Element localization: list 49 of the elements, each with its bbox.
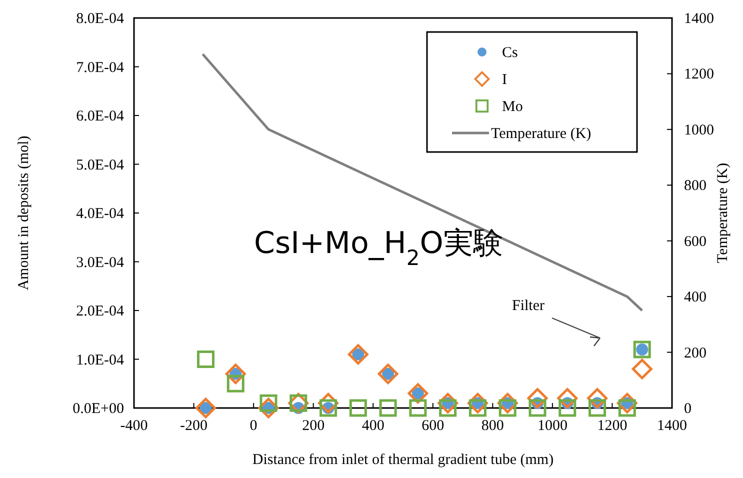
y2-tick-label: 0: [684, 401, 692, 417]
x-tick-label: -400: [120, 418, 148, 434]
point: [633, 340, 651, 358]
x-tick-label: 1000: [537, 418, 568, 434]
legend-label: Cs: [502, 45, 518, 61]
point: [226, 374, 244, 392]
point: [528, 399, 546, 417]
x-tick-label: 400: [362, 418, 384, 434]
x-tick-label: 0: [250, 418, 258, 434]
y-tick-label: 8.0E-04: [76, 11, 124, 27]
point: [378, 364, 398, 384]
point: [409, 399, 427, 417]
y2-tick-label: 1200: [684, 66, 714, 83]
y-tick-label: 3.0E-04: [76, 254, 124, 271]
point: [379, 399, 397, 417]
x-tick-label: -200: [180, 418, 208, 434]
annotation: Filter: [512, 298, 544, 314]
point: [196, 350, 214, 368]
y2-tick-label: 200: [684, 345, 706, 362]
x-tick-label: 1200: [597, 418, 628, 434]
y-tick-label: 4.0E-04: [76, 206, 124, 222]
x-tick-label: 600: [422, 418, 444, 434]
y2-tick-label: 600: [684, 234, 706, 250]
legend-label: Temperature (K): [491, 126, 592, 142]
legend-label: I: [502, 72, 507, 88]
y-tick-label: 0.0E+00: [72, 401, 124, 417]
point: [348, 344, 368, 365]
y-tick-label: 5.0E-04: [76, 157, 124, 174]
y-tick-label: 7.0E-04: [76, 60, 124, 76]
y2-tick-label: 800: [684, 178, 706, 194]
x-axis-title: Distance from inlet of thermal gradient tube (mm): [252, 452, 554, 468]
point: [558, 399, 576, 417]
y-tick-label: 1.0E-04: [76, 352, 124, 368]
y2-tick-label: 1000: [684, 122, 714, 138]
point: [349, 399, 367, 417]
y2-axis-title: Temperature (K): [715, 162, 731, 264]
point: [632, 358, 652, 380]
y2-tick-label: 400: [684, 290, 706, 306]
point: [195, 398, 216, 418]
y-tick-label: 2.0E-04: [76, 304, 124, 320]
legend-label: Mo: [502, 99, 523, 115]
x-tick-label: 800: [481, 418, 504, 434]
point: [588, 399, 606, 417]
y2-tick-label: 1400: [684, 11, 714, 27]
annotation: CsI+Mo_H$_{2}$O実験: [254, 226, 504, 270]
x-tick-label: 1400: [657, 418, 687, 434]
x-tick-label: 200: [302, 418, 325, 434]
y-axis-title: Amount in deposits (mol): [16, 136, 32, 290]
y-tick-label: 6.0E-04: [76, 108, 124, 124]
